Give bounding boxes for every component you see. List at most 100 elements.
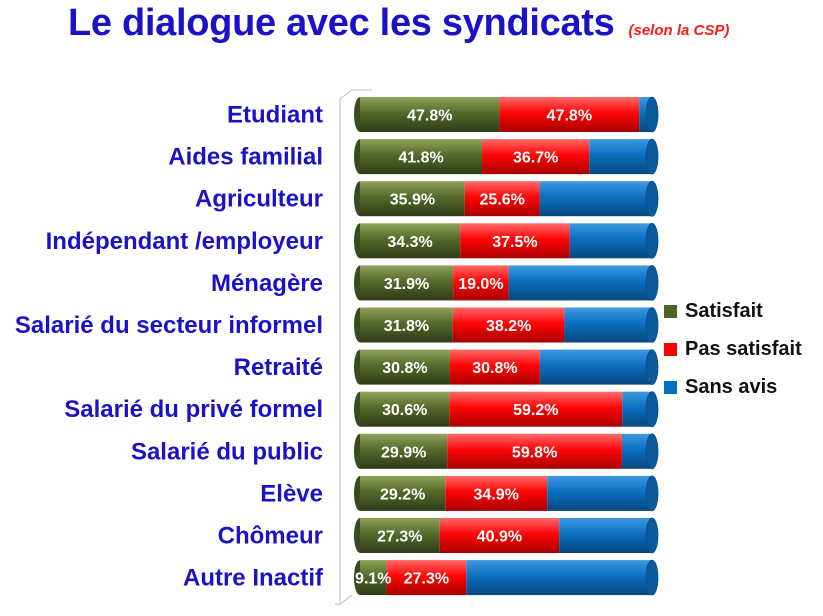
bar-row: 30.8% 30.8% xyxy=(354,349,659,386)
bar-cap-right xyxy=(645,349,659,386)
bar-pas-satisfait xyxy=(386,560,467,596)
bar-satisfait xyxy=(360,560,387,596)
category-label: Retraité xyxy=(234,354,323,381)
bar-pas-satisfait xyxy=(447,433,622,469)
bar-sans-avis xyxy=(547,475,652,511)
bar-satisfait xyxy=(360,391,450,427)
category-label: Agriculteur xyxy=(195,186,323,213)
bar-row: 9.1% 27.3% xyxy=(354,559,659,596)
data-label-pas-satisfait: 37.5% xyxy=(492,234,537,251)
bar-row: 35.9% 25.6% xyxy=(354,180,659,217)
data-label-satisfait: 47.8% xyxy=(407,108,452,125)
bar-row: 27.3% 40.9% xyxy=(354,517,659,554)
legend-label: Sans avis xyxy=(685,375,778,398)
data-label-pas-satisfait: 40.9% xyxy=(477,529,522,546)
bar-sans-avis xyxy=(559,518,652,553)
bar-sans-avis xyxy=(564,307,652,343)
data-label-pas-satisfait: 34.9% xyxy=(474,486,519,503)
bar-pas-satisfait xyxy=(464,181,540,217)
data-label-pas-satisfait: 27.3% xyxy=(404,571,449,588)
data-label-pas-satisfait: 59.8% xyxy=(512,444,557,461)
data-label-pas-satisfait: 25.6% xyxy=(480,192,525,209)
data-label-pas-satisfait: 38.2% xyxy=(486,318,531,335)
chart-title: Le dialogue avec les syndicats (selon la … xyxy=(68,2,729,45)
data-label-satisfait: 35.9% xyxy=(390,192,435,209)
data-label-satisfait: 29.9% xyxy=(381,444,426,461)
bar-sans-avis xyxy=(539,349,652,385)
chart-title-text: Le dialogue avec les syndicats xyxy=(68,2,615,44)
bar-sans-avis xyxy=(569,223,652,259)
bar-pas-satisfait xyxy=(439,518,560,553)
bar-row: 31.8% 38.2% xyxy=(354,307,659,343)
legend-item-sans-avis: Sans avis xyxy=(664,368,802,406)
bar-sans-avis xyxy=(508,265,652,301)
bar-pas-satisfait xyxy=(449,391,623,427)
data-label-satisfait: 27.3% xyxy=(377,529,422,546)
bar-row: 31.9% 19.0% xyxy=(354,264,659,301)
bar-sans-avis xyxy=(589,139,652,175)
bar-cap-right xyxy=(645,433,659,470)
bar-sans-avis xyxy=(539,181,652,217)
data-label-satisfait: 34.3% xyxy=(387,234,432,251)
bar-cap-right xyxy=(645,559,659,596)
data-label-satisfait: 41.8% xyxy=(398,150,443,167)
bar-satisfait xyxy=(360,349,450,385)
bar-satisfait xyxy=(360,475,446,511)
bar-pas-satisfait xyxy=(482,139,590,175)
bar-satisfait xyxy=(360,307,453,343)
data-label-pas-satisfait: 59.2% xyxy=(513,402,558,419)
bar-cap-right xyxy=(645,264,659,301)
data-label-satisfait: 31.9% xyxy=(384,276,429,293)
bar-row: 47.8% 47.8% xyxy=(354,96,659,133)
bar-pas-satisfait xyxy=(460,223,570,259)
bar-series: 47.8% 47.8% 41.8% 36.7% 35.9% 25.6% 34.3% 37.5%… xyxy=(354,96,659,596)
bar-cap-right xyxy=(645,222,659,259)
bar-cap-right xyxy=(645,138,659,175)
bar-row: 29.9% 59.8% xyxy=(354,433,659,470)
category-label: Etudiant xyxy=(227,102,323,129)
bar-row: 30.6% 59.2% xyxy=(354,391,659,428)
category-label: Aides familial xyxy=(168,144,323,171)
legend-label: Satisfait xyxy=(685,299,763,322)
category-label: Salarié du secteur informel xyxy=(15,312,323,339)
legend-swatch xyxy=(664,342,677,356)
bar-pas-satisfait xyxy=(449,349,540,385)
category-label: Elève xyxy=(260,480,323,507)
legend: Satisfait Pas satisfait Sans avis xyxy=(664,292,802,406)
bar-pas-satisfait xyxy=(445,475,548,511)
bar-pas-satisfait xyxy=(499,97,640,132)
data-label-satisfait: 31.8% xyxy=(384,318,429,335)
legend-item-satisfait: Satisfait xyxy=(664,292,802,330)
data-label-pas-satisfait: 36.7% xyxy=(513,150,558,167)
category-label: Indépendant /employeur xyxy=(46,228,323,255)
bar-row: 29.2% 34.9% xyxy=(354,475,659,512)
category-labels: Etudiant Aides familial Agriculteur Indépen… xyxy=(15,102,324,592)
data-label-satisfait: 9.1% xyxy=(355,571,391,588)
data-label-satisfait: 30.8% xyxy=(382,360,427,377)
data-label-pas-satisfait: 30.8% xyxy=(472,360,517,377)
category-label: Salarié du privé formel xyxy=(64,396,323,423)
bar-satisfait xyxy=(360,433,448,469)
bar-satisfait xyxy=(360,181,465,217)
legend-swatch xyxy=(664,380,677,394)
data-label-satisfait: 29.2% xyxy=(380,486,425,503)
bar-satisfait xyxy=(360,223,461,259)
bar-row: 41.8% 36.7% xyxy=(354,138,659,175)
bar-satisfait xyxy=(360,518,440,553)
bar-cap-right xyxy=(645,180,659,217)
chart-axis-frame xyxy=(335,89,372,606)
bar-cap-right xyxy=(645,517,659,554)
bar-satisfait xyxy=(360,139,483,175)
category-label: Salarié du public xyxy=(131,438,323,465)
bar-cap-right xyxy=(645,307,659,343)
bar-pas-satisfait xyxy=(452,307,565,343)
legend-item-pas-satisfait: Pas satisfait xyxy=(664,330,802,368)
axis-wall xyxy=(339,89,372,606)
bar-satisfait xyxy=(360,265,454,301)
data-label-pas-satisfait: 47.8% xyxy=(547,108,592,125)
data-label-satisfait: 30.6% xyxy=(382,402,427,419)
legend-swatch xyxy=(664,304,677,318)
bar-sans-avis xyxy=(466,560,652,596)
category-label: Ménagère xyxy=(211,270,323,297)
